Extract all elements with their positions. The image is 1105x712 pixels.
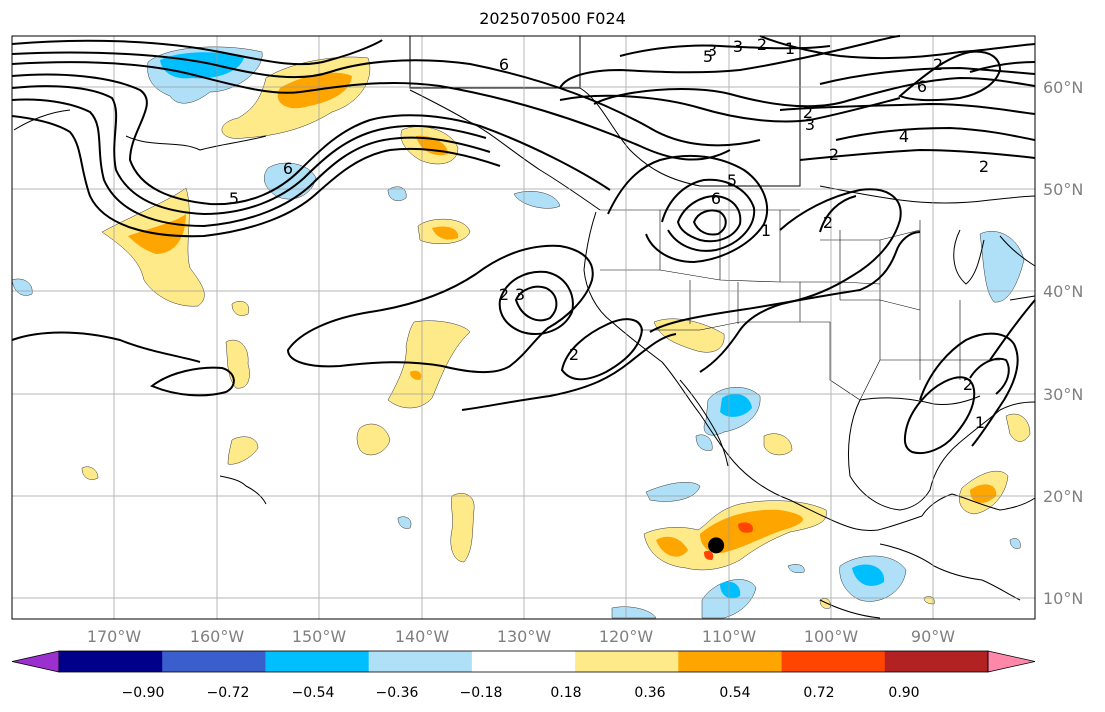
contour-label: 2: [757, 35, 767, 54]
location-marker: [708, 537, 725, 554]
colorbar-segment: [781, 651, 886, 672]
lat-tick-labels: 60°N 50°N 40°N 30°N 20°N 10°N: [1043, 78, 1083, 608]
contour-label: 2: [803, 103, 813, 122]
map-title: 2025070500 F024: [479, 9, 626, 28]
state-borders: [600, 209, 1000, 401]
lat-tick: 30°N: [1043, 385, 1083, 404]
contour-label: 3: [805, 115, 815, 134]
colorbar-tick: 0.18: [550, 685, 581, 701]
map-panel: 6 5 3 2 1 6 3 2 5 6 2 5 3 2 1 2 2 3 2 2 …: [11, 35, 1036, 620]
colorbar-segment: [368, 651, 473, 672]
contour-label: 2: [823, 213, 833, 232]
contour-label: 3: [733, 37, 743, 56]
colorbar-tick: 0.54: [719, 685, 750, 701]
lon-tick: 130°W: [497, 627, 552, 646]
colorbar-extend-high: [987, 650, 1036, 673]
colorbar-segment: [265, 651, 370, 672]
contour-label: 6: [711, 189, 721, 208]
colorbar-segment: [162, 651, 266, 672]
lon-tick: 90°W: [911, 627, 955, 646]
colorbar-tick: 0.72: [803, 685, 834, 701]
lat-tick: 20°N: [1043, 487, 1083, 506]
lon-tick: 120°W: [599, 627, 654, 646]
colorbar-segment: [678, 651, 783, 672]
colorbar-segment: [884, 651, 989, 672]
contour-label: 6: [283, 159, 293, 178]
lat-tick: 50°N: [1043, 180, 1083, 199]
coastlines: [13, 35, 1036, 619]
contour-label: 2: [499, 285, 509, 304]
colorbar-segment: [59, 651, 163, 672]
colorbar-tick: −0.36: [376, 685, 419, 701]
contour-label: 5: [229, 189, 239, 208]
colorbar-extend-low: [11, 650, 60, 673]
lon-tick: 110°W: [702, 627, 757, 646]
lon-tick: 170°W: [87, 627, 142, 646]
contour-label: 2: [963, 375, 973, 394]
colorbar-tick: 0.36: [634, 685, 665, 701]
colorbar: [11, 650, 1036, 673]
lon-tick: 140°W: [395, 627, 450, 646]
contour-label: 1: [975, 413, 985, 432]
lat-tick: 60°N: [1043, 78, 1083, 97]
gridlines: [12, 36, 1035, 619]
contour-label: 4: [899, 127, 909, 146]
contour-label: 3: [707, 41, 717, 60]
contour-label: 1: [761, 221, 771, 240]
contour-label: 1: [785, 39, 795, 58]
contour-label: 2: [979, 157, 989, 176]
lon-tick: 150°W: [292, 627, 347, 646]
lon-tick: 160°W: [190, 627, 245, 646]
colorbar-tick: −0.72: [207, 685, 250, 701]
contour-label: 2: [569, 345, 579, 364]
map-border: [11, 35, 1036, 620]
colorbar-frame: [58, 650, 989, 673]
lat-tick: 10°N: [1043, 589, 1083, 608]
contour-lines: [11, 35, 1036, 454]
colorbar-tick: 0.90: [888, 685, 919, 701]
colorbar-tick: −0.18: [460, 685, 503, 701]
contour-label: 5: [703, 47, 713, 66]
colorbar-segment: [575, 651, 679, 672]
lat-tick: 40°N: [1043, 282, 1083, 301]
colorbar-segment: [471, 651, 576, 672]
contour-label: 6: [499, 55, 509, 74]
colorbar-tick-labels: −0.90 −0.72 −0.54 −0.36 −0.18 0.18 0.36 …: [122, 685, 920, 701]
colorbar-tick: −0.90: [122, 685, 165, 701]
contour-label: 2: [933, 55, 943, 74]
contour-label: 5: [727, 171, 737, 190]
contour-label: 6: [917, 77, 927, 96]
lon-tick: 100°W: [804, 627, 859, 646]
shaded-anomalies: [11, 46, 1031, 619]
contour-label: 3: [515, 285, 525, 304]
contour-labels: 6 5 3 2 1 6 3 2 5 6 2 5 3 2 1 2 2 3 2 2 …: [229, 35, 989, 432]
contour-label: 2: [829, 145, 839, 164]
colorbar-tick: −0.54: [292, 685, 335, 701]
lon-tick-labels: 170°W 160°W 150°W 140°W 130°W 120°W 110°…: [87, 627, 955, 646]
